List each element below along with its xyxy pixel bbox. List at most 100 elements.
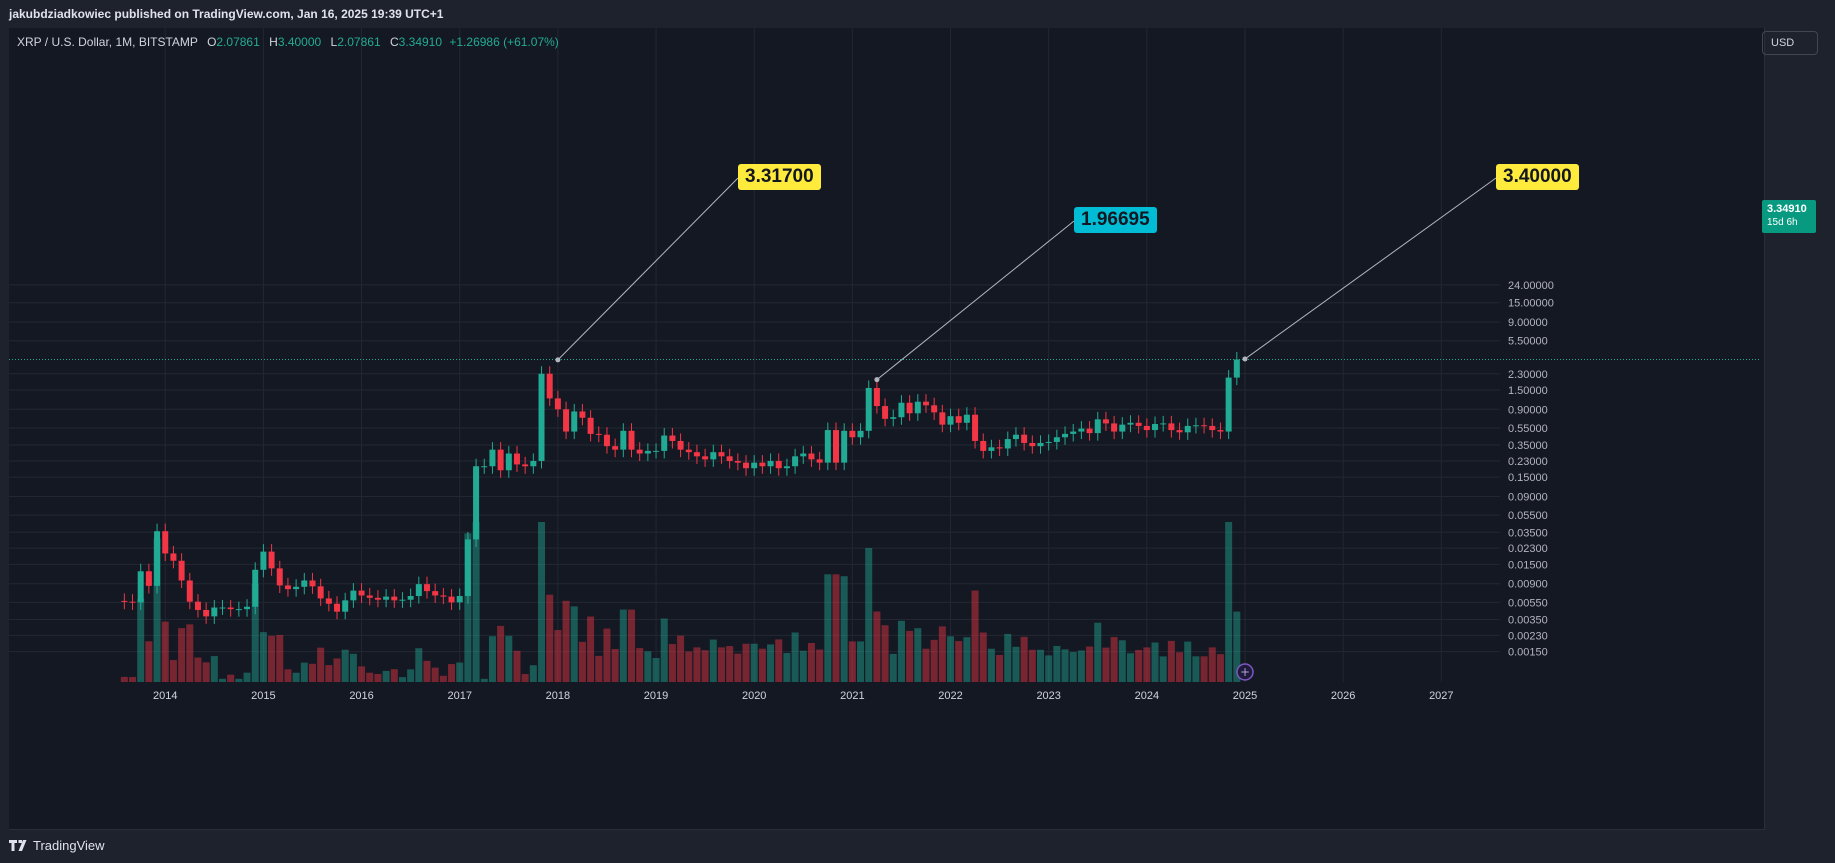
price-axis-label: 0.00550: [1508, 597, 1548, 609]
volume-bar: [1086, 646, 1094, 682]
last-price-value: 3.34910: [1767, 203, 1807, 215]
volume-bar: [734, 653, 742, 682]
volume-bar: [963, 637, 971, 682]
published-line: jakubdziadkowiec published on TradingVie…: [9, 7, 444, 21]
candle-body: [391, 596, 398, 601]
volume-bar: [1110, 637, 1118, 682]
candle-body: [325, 598, 332, 604]
annotation-anchor-dot: [874, 377, 880, 383]
candle-body: [194, 601, 201, 610]
candle-body: [464, 539, 471, 597]
candle-body: [1160, 423, 1167, 425]
volume-bar: [889, 653, 897, 682]
volume-bar: [947, 636, 955, 682]
volume-bar: [816, 649, 824, 682]
volume-bar: [619, 609, 627, 682]
volume-bar: [227, 674, 235, 682]
candle-body: [301, 580, 308, 587]
price-axis-label: 0.05500: [1508, 510, 1548, 522]
high-label: H: [269, 35, 278, 49]
volume-bar: [791, 632, 799, 682]
volume-bar: [186, 624, 194, 682]
annotation-2025-high[interactable]: 3.40000: [1496, 164, 1579, 190]
currency-button[interactable]: USD: [1762, 31, 1818, 55]
candle-body: [1012, 434, 1019, 440]
volume-bar: [1053, 645, 1061, 682]
volume-bar: [325, 665, 333, 682]
candle-body: [374, 597, 381, 600]
candle-body: [922, 401, 929, 406]
volume-bar: [398, 677, 406, 682]
volume-bar: [906, 630, 914, 682]
candle-body: [898, 402, 905, 418]
candle-body: [309, 580, 316, 587]
volume-bar: [178, 628, 186, 682]
annotation-2018-high[interactable]: 3.31700: [738, 164, 821, 190]
candle-body: [1037, 442, 1044, 447]
volume-bar: [955, 641, 963, 682]
volume-bar: [1233, 611, 1241, 682]
time-axis-label: 2014: [153, 690, 177, 702]
volume-bar: [1143, 647, 1151, 682]
footer-brand[interactable]: TradingView: [9, 838, 105, 853]
volume-bar: [219, 678, 226, 682]
volume-bar: [513, 650, 521, 682]
candle-body: [661, 435, 668, 451]
candle-body: [759, 462, 766, 467]
volume-bar: [1045, 655, 1053, 682]
price-axis-label: 0.23000: [1508, 456, 1548, 468]
candle-body: [587, 417, 594, 434]
volume-bar: [1135, 649, 1143, 682]
candle-body: [595, 433, 602, 435]
price-axis-label: 0.90000: [1508, 404, 1548, 416]
volume-bar: [1216, 654, 1224, 682]
candle-body: [620, 430, 627, 450]
volume-bar: [120, 676, 128, 682]
close-label: C: [389, 35, 399, 49]
volume-bar: [628, 609, 635, 682]
open-label: O: [207, 35, 217, 49]
volume-bar: [431, 667, 439, 682]
price-axis-label: 0.02300: [1508, 543, 1548, 555]
candle-body: [890, 417, 897, 419]
candle-body: [546, 373, 553, 399]
candle-body: [792, 456, 799, 467]
candle-body: [841, 430, 848, 463]
candle-body: [702, 456, 709, 460]
annotation-2021-high[interactable]: 1.96695: [1074, 207, 1157, 233]
footer-brand-label: TradingView: [33, 838, 105, 853]
candle-body: [1209, 425, 1216, 431]
candle-body: [1119, 424, 1126, 432]
candle-body: [1111, 423, 1118, 432]
volume-bar: [996, 655, 1004, 682]
volume-bar: [881, 625, 889, 682]
symbol-title[interactable]: XRP / U.S. Dollar, 1M, BITSTAMP: [17, 35, 198, 49]
candle-body: [1184, 425, 1191, 433]
volume-bar: [521, 674, 529, 682]
time-axis-label: 2023: [1036, 690, 1060, 702]
price-axis-label: 0.01500: [1508, 559, 1548, 571]
volume-bar: [979, 632, 987, 682]
candle-body: [882, 406, 889, 419]
volume-bar: [987, 648, 995, 682]
volume-bar: [685, 651, 693, 682]
candle-body: [824, 430, 831, 463]
price-axis-label: 0.15000: [1508, 472, 1548, 484]
volume-bar: [1102, 647, 1110, 682]
candle-body: [644, 450, 651, 454]
change-value: +1.26986 (+61.07%): [449, 35, 559, 49]
candle-body: [1168, 423, 1175, 431]
volume-bar: [497, 625, 505, 682]
chart-pane[interactable]: [9, 28, 1765, 830]
candle-body: [1127, 422, 1134, 425]
candle-body: [767, 460, 774, 467]
price-axis-label: 1.50000: [1508, 385, 1548, 397]
price-axis-label: 15.00000: [1508, 298, 1554, 310]
candle-body: [145, 571, 152, 586]
plus-icon: +: [1240, 665, 1250, 679]
candle-body: [252, 569, 259, 607]
volume-bar: [1004, 633, 1012, 682]
price-axis-label: 0.55000: [1508, 423, 1548, 435]
volume-bar: [423, 660, 431, 682]
